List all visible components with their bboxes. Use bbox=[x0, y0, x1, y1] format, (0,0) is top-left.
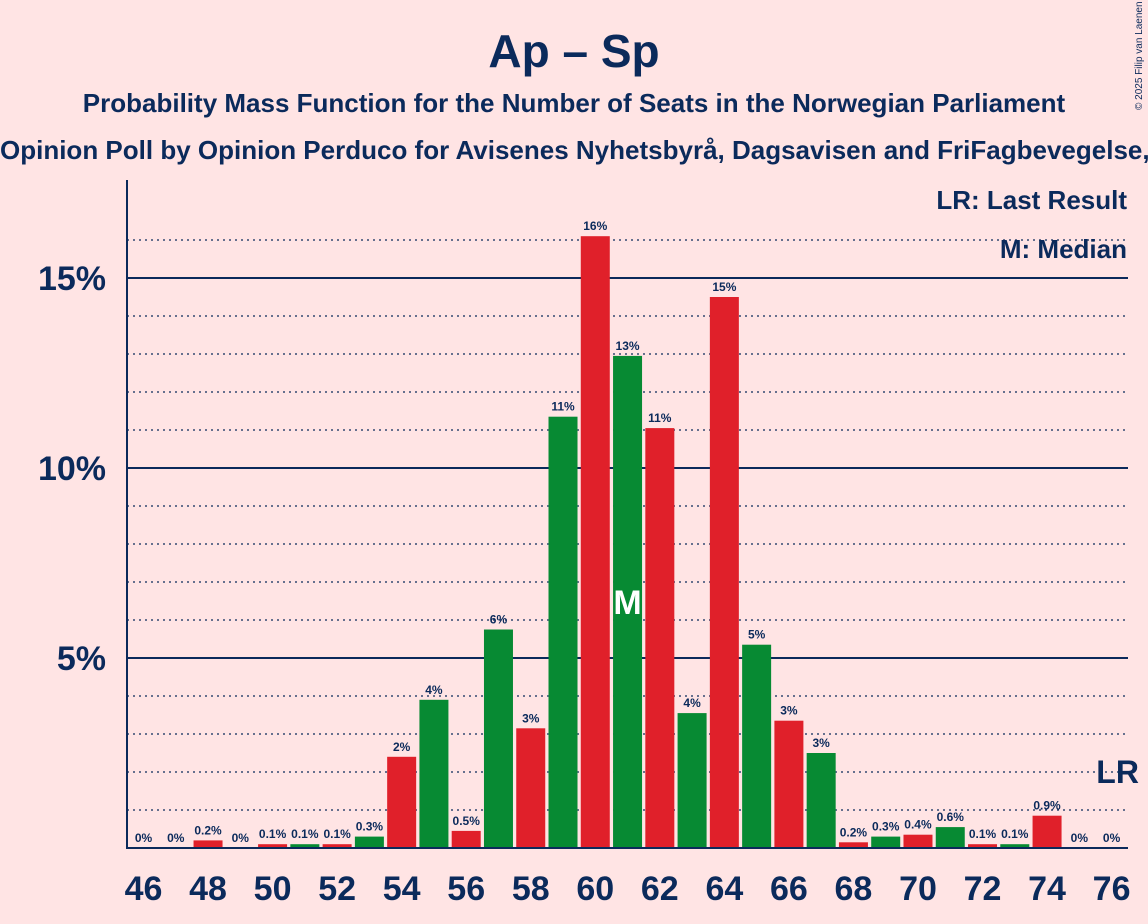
bar-label-seat-68: 0.2% bbox=[840, 825, 868, 839]
axes: 5% 10% 15% 46 48 50 52 54 56 58 60 62 64 66 68 70 72 74 76 bbox=[38, 180, 1131, 908]
bar-label-seat-64: 15% bbox=[712, 280, 736, 294]
bar-seat-73 bbox=[1000, 844, 1030, 848]
x-tick-label: 66 bbox=[770, 870, 808, 908]
x-tick-label: 58 bbox=[512, 870, 550, 908]
bar-seat-59 bbox=[548, 416, 578, 848]
bar-labels: 0% 0% 0.2% 0% 0.1% 0.1% 0.1% 0.3% 2% 4% 0.5% 6% 3% 11… bbox=[135, 219, 1139, 845]
bar-seat-71 bbox=[935, 827, 965, 848]
bar-seat-69 bbox=[871, 836, 901, 848]
bar-label-seat-56: 0.5% bbox=[453, 814, 481, 828]
bar-seat-57 bbox=[483, 629, 513, 848]
bar-label-seat-59: 11% bbox=[551, 400, 575, 414]
x-tick-label: 74 bbox=[1028, 870, 1066, 908]
bar-label-seat-52: 0.1% bbox=[323, 827, 351, 841]
bar-seat-68 bbox=[838, 842, 868, 848]
bar-seat-65 bbox=[742, 644, 772, 848]
x-tick-label: 62 bbox=[641, 870, 679, 908]
bar-label-seat-62: 11% bbox=[648, 411, 672, 425]
y-tick-label: 10% bbox=[38, 450, 106, 488]
bar-seat-61 bbox=[613, 355, 643, 848]
bar-label-seat-48: 0.2% bbox=[194, 823, 222, 837]
bar-seat-56 bbox=[451, 830, 481, 848]
bar-label-seat-57: 6% bbox=[490, 613, 508, 627]
x-tick-label: 54 bbox=[383, 870, 421, 908]
x-tick-label: 50 bbox=[254, 870, 292, 908]
bar-seat-60 bbox=[580, 236, 610, 848]
bar-label-seat-55: 4% bbox=[425, 683, 443, 697]
bar-seat-50 bbox=[258, 844, 288, 848]
bar-seat-62 bbox=[645, 428, 675, 848]
x-tick-label: 68 bbox=[835, 870, 873, 908]
bar-seat-54 bbox=[387, 756, 417, 848]
bar-seat-72 bbox=[968, 844, 998, 848]
bar-label-seat-61: 13% bbox=[616, 339, 640, 353]
bar-seat-48 bbox=[193, 840, 223, 848]
legend-last-result: LR: Last Result bbox=[936, 185, 1127, 215]
bar-label-seat-51: 0.1% bbox=[291, 827, 319, 841]
bar-label-seat-50: 0.1% bbox=[259, 827, 287, 841]
bars bbox=[193, 236, 1062, 848]
bar-label-seat-54: 2% bbox=[393, 740, 411, 754]
grid-lines bbox=[127, 239, 1128, 811]
x-tick-label: 60 bbox=[576, 870, 614, 908]
bar-label-seat-66: 3% bbox=[780, 704, 798, 718]
y-tick-label: 15% bbox=[38, 260, 106, 298]
bar-label-seat-69: 0.3% bbox=[872, 820, 900, 834]
median-marker: M bbox=[613, 584, 641, 622]
bar-seat-64 bbox=[709, 297, 739, 848]
bar-label-seat-58: 3% bbox=[522, 711, 540, 725]
chart-subtitle: Probability Mass Function for the Number… bbox=[82, 88, 1066, 118]
bar-seat-51 bbox=[290, 844, 320, 848]
bar-seat-58 bbox=[516, 728, 546, 848]
bar-label-seat-75: 0% bbox=[1071, 831, 1089, 845]
x-tick-label: 70 bbox=[899, 870, 937, 908]
x-tick-label: 46 bbox=[125, 870, 163, 908]
bar-seat-67 bbox=[806, 753, 836, 848]
bar-label-seat-74: 0.9% bbox=[1033, 799, 1061, 813]
bar-seat-63 bbox=[677, 713, 707, 848]
chart-source: Opinion Poll by Opinion Perduco for Avis… bbox=[0, 135, 1148, 165]
x-tick-label: 52 bbox=[318, 870, 356, 908]
legend-median: M: Median bbox=[1000, 234, 1127, 264]
bar-label-seat-72: 0.1% bbox=[969, 827, 997, 841]
bar-seat-53 bbox=[354, 836, 384, 848]
last-result-marker: LR bbox=[1096, 754, 1139, 790]
y-tick-label: 5% bbox=[57, 640, 106, 678]
bar-label-seat-46: 0% bbox=[135, 831, 153, 845]
bar-seat-66 bbox=[774, 720, 804, 848]
bar-label-seat-65: 5% bbox=[748, 628, 766, 642]
bar-label-seat-73: 0.1% bbox=[1001, 827, 1029, 841]
bar-label-seat-49: 0% bbox=[232, 831, 250, 845]
x-tick-label: 56 bbox=[447, 870, 485, 908]
x-tick-label: 64 bbox=[705, 870, 743, 908]
bar-seat-74 bbox=[1032, 815, 1062, 848]
bar-label-seat-47: 0% bbox=[167, 831, 185, 845]
x-tick-label: 76 bbox=[1093, 870, 1131, 908]
chart-title: Ap – Sp bbox=[488, 25, 660, 77]
bar-label-seat-70: 0.4% bbox=[904, 818, 932, 832]
bar-label-seat-67: 3% bbox=[812, 736, 830, 750]
bar-seat-70 bbox=[903, 834, 933, 848]
bar-label-seat-63: 4% bbox=[683, 696, 701, 710]
bar-seat-52 bbox=[322, 844, 352, 848]
bar-seat-55 bbox=[419, 699, 449, 848]
bar-label-seat-71: 0.6% bbox=[937, 810, 965, 824]
x-tick-label: 48 bbox=[189, 870, 227, 908]
bar-label-seat-53: 0.3% bbox=[356, 820, 384, 834]
bar-label-seat-76: 0% bbox=[1103, 831, 1121, 845]
x-tick-label: 72 bbox=[964, 870, 1002, 908]
bar-label-seat-60: 16% bbox=[583, 219, 607, 233]
